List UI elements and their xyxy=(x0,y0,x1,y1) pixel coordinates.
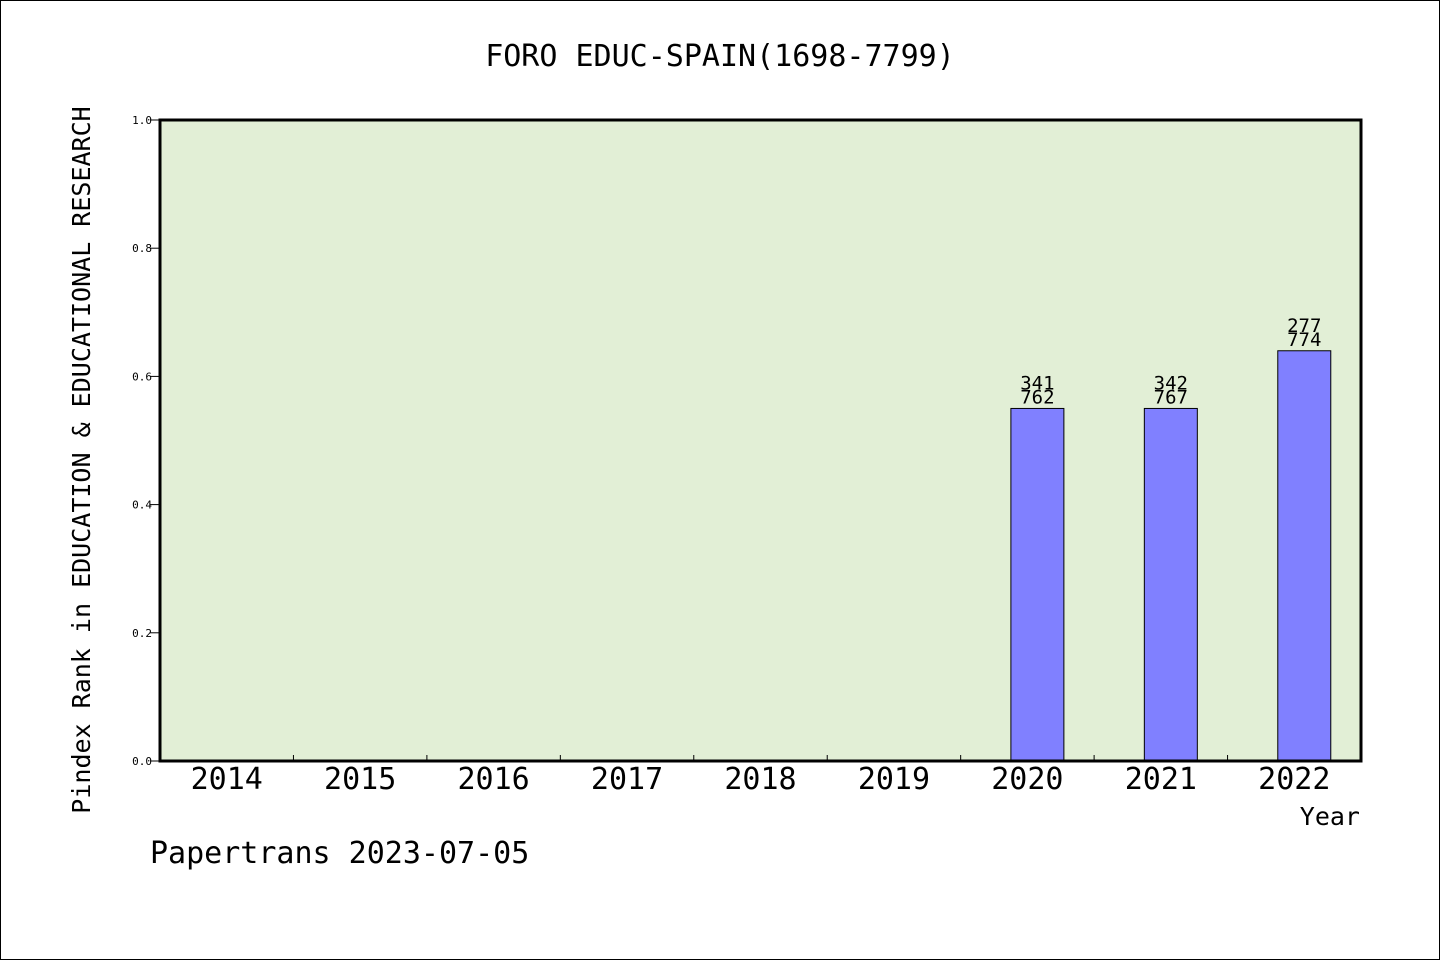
chart-title: FORO EDUC-SPAIN(1698-7799) xyxy=(485,39,955,74)
x-tick-label: 2014 xyxy=(191,762,263,797)
bar-label-bottom: 767 xyxy=(1154,386,1188,408)
x-tick-label: 2017 xyxy=(591,762,663,797)
x-tick-label: 2022 xyxy=(1258,762,1330,797)
bar xyxy=(1010,407,1065,762)
plot-border xyxy=(158,118,1363,763)
y-axis-ticks: 0.0 0.2 0.4 0.6 0.8 1.0 xyxy=(132,114,160,768)
bar-label-bottom: 774 xyxy=(1287,329,1321,351)
x-tick-label: 2015 xyxy=(324,762,396,797)
bar-label-top: 341 xyxy=(1020,372,1054,394)
y-tick-label: 0.6 xyxy=(132,370,152,383)
x-axis-ticks: 2014 2015 2016 2017 2018 2019 2020 2021 2022 xyxy=(191,755,1330,797)
x-tick-label: 2018 xyxy=(724,762,796,797)
x-tick-label: 2020 xyxy=(991,762,1063,797)
bar xyxy=(1277,350,1332,762)
y-tick-label: 1.0 xyxy=(132,114,152,127)
bar-label-top: 277 xyxy=(1287,315,1321,337)
x-tick-label: 2019 xyxy=(858,762,930,797)
x-tick-label: 2016 xyxy=(457,762,529,797)
y-tick-label: 0.0 xyxy=(132,755,152,768)
y-tick-label: 0.2 xyxy=(132,627,152,640)
y-axis-label: Pindex Rank in EDUCATION & EDUCATIONAL R… xyxy=(67,106,96,813)
y-tick-label: 0.8 xyxy=(132,242,152,255)
bar-label-bottom: 762 xyxy=(1020,386,1054,408)
bars-group xyxy=(1010,350,1332,762)
x-axis-label: Year xyxy=(1300,802,1360,831)
bar-label-top: 342 xyxy=(1154,372,1188,394)
y-tick-label: 0.4 xyxy=(132,499,152,512)
bar xyxy=(1143,407,1198,762)
x-tick-label: 2021 xyxy=(1125,762,1197,797)
footer-credit: Papertrans 2023-07-05 xyxy=(150,836,529,871)
